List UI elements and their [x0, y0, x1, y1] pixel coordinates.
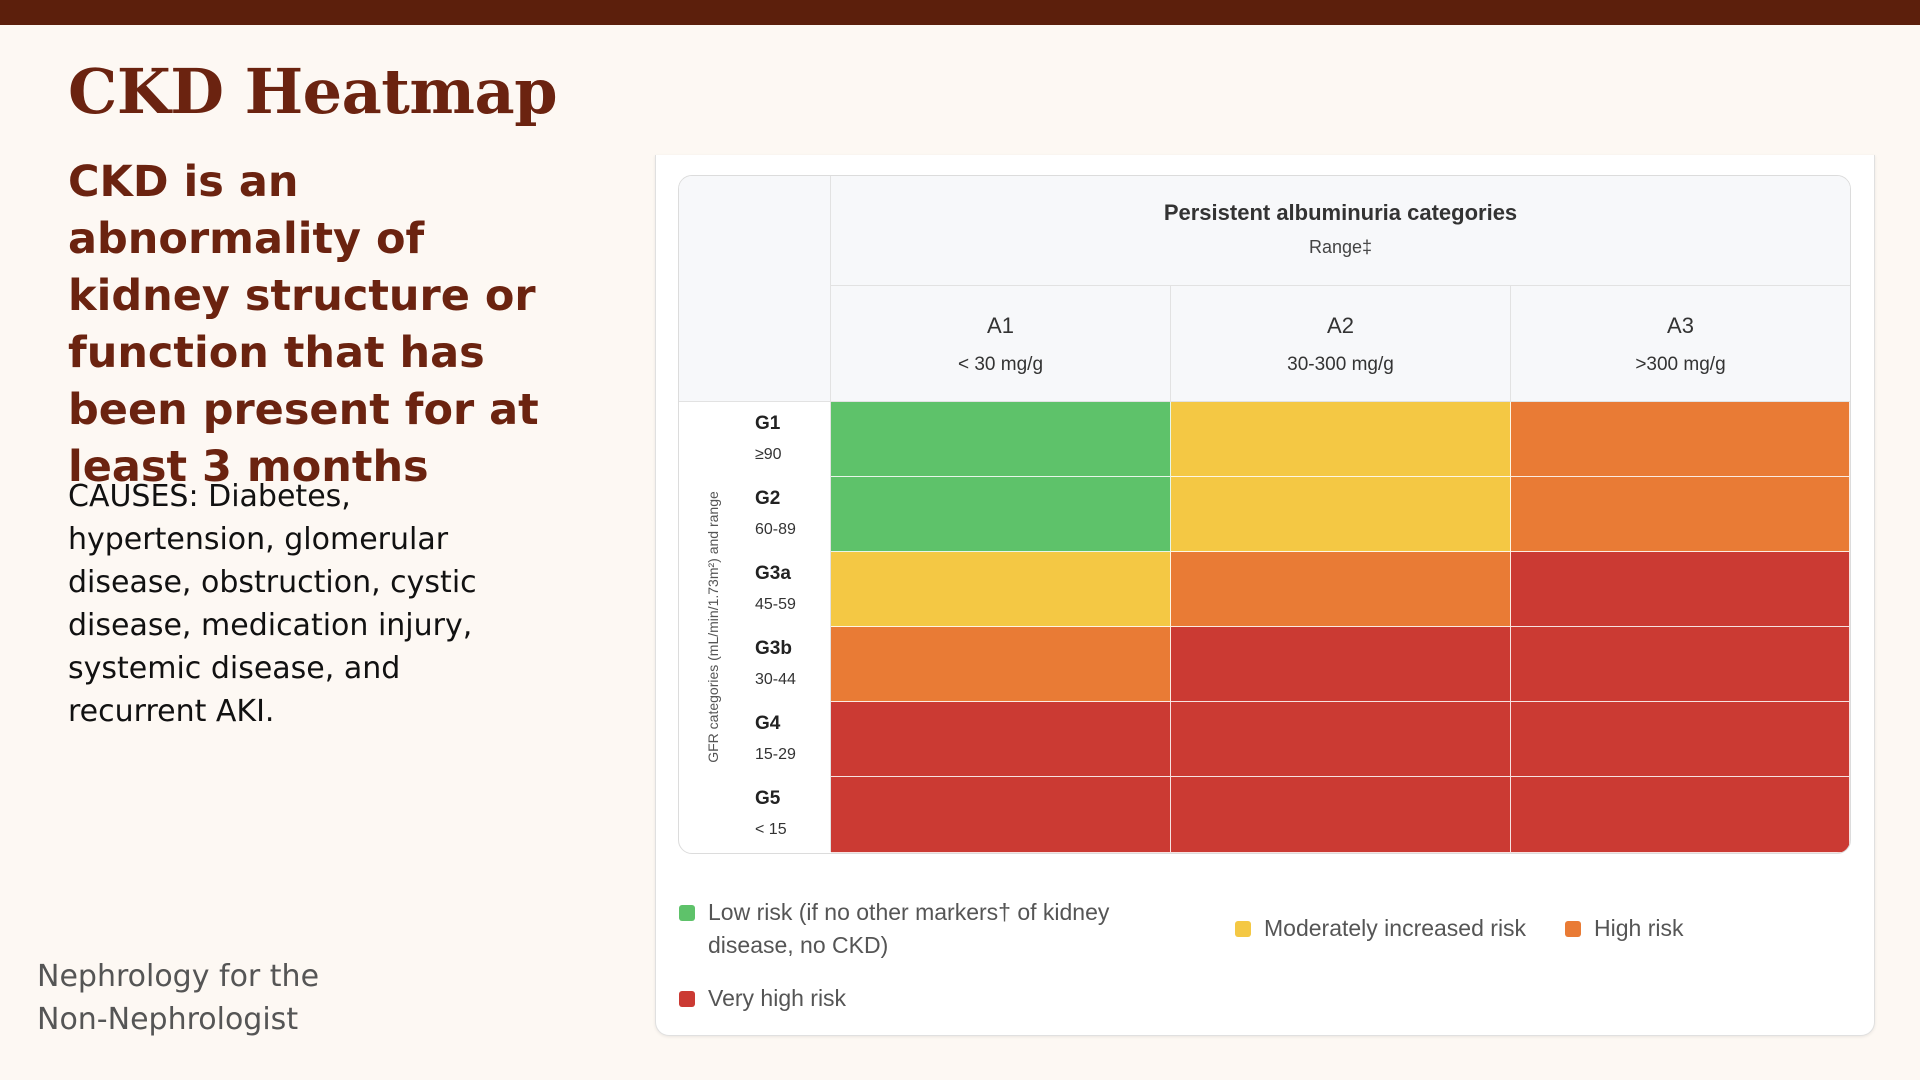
legend-item-high-risk: High risk [1565, 912, 1765, 945]
heatmap-cell-g4-a3 [1511, 702, 1850, 777]
row-range: 45-59 [755, 596, 796, 613]
row-category: G4 [755, 713, 781, 734]
heatmap-cell-g2-a1 [831, 477, 1171, 552]
footer-text: Nephrology for the Non-Nephrologist [37, 959, 320, 1037]
row-header-g3b: G3b 30-44 [747, 627, 831, 702]
albuminuria-header: Persistent albuminuria categories Range‡ [831, 176, 1850, 286]
heatmap-cell-g3a-a2 [1171, 552, 1511, 627]
legend-swatch-moderate [1235, 921, 1251, 937]
column-header-a3: A3 >300 mg/g [1511, 286, 1850, 402]
albuminuria-header-range: Range‡ [1308, 237, 1373, 257]
heatmap-cell-g3a-a1 [831, 552, 1171, 627]
row-header-g3a: G3a 45-59 [747, 552, 831, 627]
column-category: A1 [987, 313, 1014, 338]
row-category: G2 [755, 488, 781, 509]
legend-item-very-high-risk: Very high risk [679, 982, 979, 1015]
slide-subtitle: CKD is an abnormality of kidney structur… [68, 157, 539, 492]
column-category: A3 [1667, 313, 1694, 338]
heatmap-cell-g5-a2 [1171, 777, 1511, 853]
heatmap-cell-g5-a3 [1511, 777, 1850, 853]
heatmap-cell-g1-a3 [1511, 402, 1850, 477]
header-corner [679, 176, 831, 402]
causes-text: CAUSES: Diabetes, hypertension, glomerul… [68, 479, 477, 729]
legend-label: High risk [1594, 915, 1684, 941]
row-header-g2: G2 60-89 [747, 477, 831, 552]
row-range: 30-44 [755, 671, 796, 688]
column-header-a1: A1 < 30 mg/g [831, 286, 1171, 402]
heatmap-cell-g3b-a2 [1171, 627, 1511, 702]
row-header-g4: G4 15-29 [747, 702, 831, 777]
legend-label: Moderately increased risk [1264, 915, 1527, 941]
legend-item-moderate-risk: Moderately increased risk [1235, 912, 1565, 945]
top-accent-bar [0, 0, 1920, 25]
column-range: 30-300 mg/g [1287, 354, 1394, 375]
legend-label: Very high risk [708, 985, 847, 1011]
column-range: >300 mg/g [1635, 354, 1726, 375]
albuminuria-header-title: Persistent albuminuria categories [1163, 200, 1518, 225]
heatmap-cell-g2-a2 [1171, 477, 1511, 552]
column-category: A2 [1327, 313, 1354, 338]
row-header-g5: G5 < 15 [747, 777, 831, 852]
legend-swatch-very-high [679, 991, 695, 1007]
gfr-axis: GFR categories (mL/min/1.73m²) and range [679, 402, 747, 853]
heatmap-cell-g3a-a3 [1511, 552, 1850, 627]
heatmap-cell-g1-a2 [1171, 402, 1511, 477]
legend-item-low-risk: Low risk (if no other markers† of kidney… [679, 896, 1159, 962]
heatmap-cell-g2-a3 [1511, 477, 1850, 552]
row-range: ≥90 [755, 446, 782, 463]
row-category: G3b [755, 638, 792, 659]
row-range: 60-89 [755, 521, 796, 538]
row-range: < 15 [755, 821, 787, 838]
legend-swatch-high [1565, 921, 1581, 937]
slide-title: CKD Heatmap [68, 55, 558, 128]
row-range: 15-29 [755, 746, 796, 763]
row-category: G3a [755, 563, 791, 584]
row-category: G1 [755, 413, 781, 434]
legend-label: Low risk (if no other markers† of kidney… [708, 899, 1110, 958]
legend-swatch-low [679, 905, 695, 921]
heatmap-cell-g4-a1 [831, 702, 1171, 777]
heatmap-cell-g5-a1 [831, 777, 1171, 853]
heatmap-cell-g3b-a3 [1511, 627, 1850, 702]
ckd-heatmap-table: Persistent albuminuria categories Range‡… [678, 175, 1851, 854]
column-header-a2: A2 30-300 mg/g [1171, 286, 1511, 402]
column-range: < 30 mg/g [957, 354, 1044, 375]
heatmap-cell-g3b-a1 [831, 627, 1171, 702]
row-category: G5 [755, 788, 781, 809]
gfr-axis-label: GFR categories (mL/min/1.73m²) and range [705, 491, 721, 763]
heatmap-cell-g1-a1 [831, 402, 1171, 477]
heatmap-cell-g4-a2 [1171, 702, 1511, 777]
row-header-g1: G1 ≥90 [747, 402, 831, 477]
